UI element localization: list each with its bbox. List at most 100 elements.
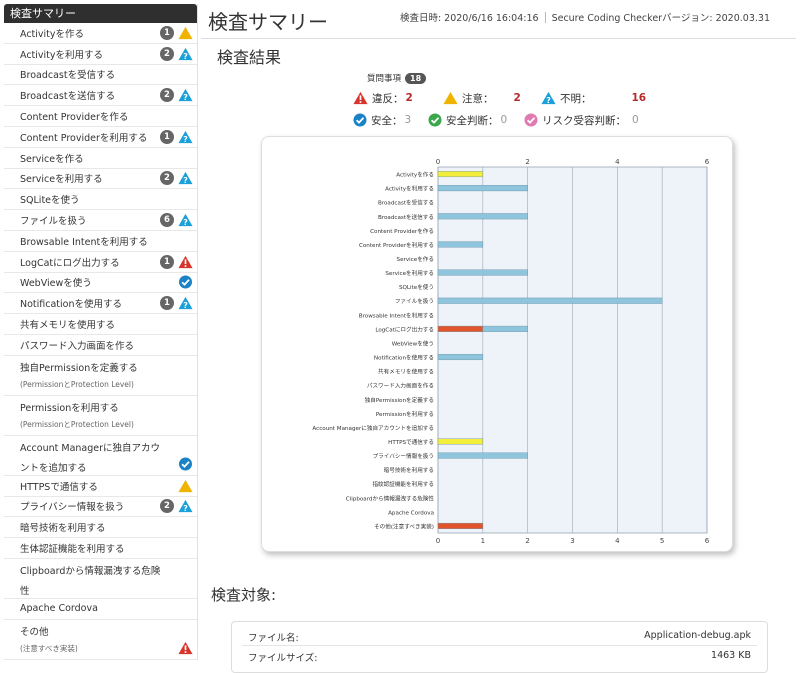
sidebar-item-label: SQLiteを使う bbox=[20, 195, 80, 207]
sidebar-item-label-cont: 性 bbox=[20, 585, 30, 597]
bottom-tick-label: 2 bbox=[525, 537, 529, 545]
category-label: WebViewを使う bbox=[392, 339, 434, 347]
file-name-label: ファイル名: bbox=[248, 633, 299, 644]
sidebar-item-label: Apache Cordova bbox=[20, 603, 98, 615]
sidebar-item-label: 独自Permissionを定義する bbox=[20, 362, 138, 374]
sidebar-item-status: 2 bbox=[160, 88, 193, 103]
sidebar-item[interactable]: 独自Permissionを定義する (PermissionとProtection … bbox=[4, 356, 197, 396]
sidebar-item-status: 2 bbox=[160, 499, 193, 514]
sidebar-item-label: HTTPSで通信する bbox=[20, 481, 98, 493]
sidebar-item[interactable]: Account Managerに独自アカウ ントを追加する bbox=[4, 436, 197, 476]
file-name-value: Application-debug.apk bbox=[644, 630, 751, 641]
header-divider bbox=[201, 38, 796, 39]
bottom-tick-label: 0 bbox=[436, 537, 440, 545]
sidebar-item[interactable]: Broadcastを受信する bbox=[4, 65, 197, 86]
sidebar-item-label: Content Providerを利用する bbox=[20, 132, 148, 144]
target-divider bbox=[242, 645, 757, 646]
count-badge: 6 bbox=[160, 213, 174, 228]
sidebar-item-label: 生体認証機能を利用する bbox=[20, 544, 125, 556]
category-label: Browsable Intentを利用する bbox=[359, 311, 434, 319]
category-label: Clipboardから情報漏洩する危険性 bbox=[346, 494, 435, 502]
sidebar-item-label: 暗号技術を利用する bbox=[20, 523, 106, 535]
sidebar-item-status: 1 bbox=[160, 254, 193, 269]
sidebar-item[interactable]: 共有メモリを使用する bbox=[4, 314, 197, 335]
sidebar-item[interactable]: Broadcastを送信する 2 bbox=[4, 85, 197, 107]
bar-caution bbox=[437, 171, 484, 178]
sidebar-header-summary[interactable]: 検査サマリー bbox=[4, 4, 197, 23]
category-label: パスワード入力画面を作る bbox=[367, 382, 434, 390]
bottom-tick-label: 5 bbox=[660, 537, 664, 545]
sidebar-item-status: 1 bbox=[160, 25, 193, 40]
violation-value: 2 bbox=[405, 92, 413, 104]
sidebar-item[interactable]: Clipboardから情報漏洩する危険性 bbox=[4, 559, 197, 599]
sidebar-item-label: Activityを作る bbox=[20, 28, 85, 40]
sidebar-item[interactable]: Activityを利用する 2 bbox=[4, 44, 197, 65]
results-summary: 質問事項 18 違反： 2 注意： 2 不明： 16 安全： bbox=[353, 72, 683, 128]
main-content: 検査サマリー 検査日時: 2020/6/16 16:04:16 Secure Co… bbox=[201, 4, 796, 673]
safe-count: 安全： 3 bbox=[353, 113, 428, 128]
sidebar-item[interactable]: 生体認証機能を利用する bbox=[4, 538, 197, 559]
unknown-icon bbox=[178, 171, 193, 185]
risk-accepted-icon bbox=[524, 113, 538, 127]
category-label: SQLiteを使う bbox=[399, 283, 434, 291]
sidebar-item-label: Account Managerに独自アカウ bbox=[20, 442, 161, 454]
sidebar-item[interactable]: Activityを作る 1 bbox=[4, 23, 197, 44]
file-size-row: ファイルサイズ: 1463 KB bbox=[248, 650, 751, 664]
safe-icon bbox=[353, 113, 367, 127]
count-badge: 2 bbox=[160, 88, 174, 103]
sidebar-item-status: 6 bbox=[160, 213, 193, 228]
category-label: LogCatにログ出力する bbox=[375, 325, 434, 333]
bar-caution bbox=[437, 438, 484, 445]
sidebar-item[interactable]: プライバシー情報を扱う 2 bbox=[4, 497, 197, 518]
category-label: Broadcastを受信する bbox=[378, 199, 434, 207]
category-label: Content Providerを作る bbox=[370, 227, 434, 235]
sidebar-item-label: Notificationを使用する bbox=[20, 299, 123, 311]
sidebar-item[interactable]: LogCatにログ出力する 1 bbox=[4, 252, 197, 273]
sidebar-item[interactable]: SQLiteを使う bbox=[4, 189, 197, 211]
sidebar-item-label: Activityを利用する bbox=[20, 49, 104, 61]
top-tick-label: 6 bbox=[705, 158, 710, 166]
sidebar-item[interactable]: Serviceを作る bbox=[4, 148, 197, 169]
violation-label: 違反： bbox=[372, 92, 404, 105]
unknown-icon bbox=[178, 499, 193, 513]
bottom-tick-label: 6 bbox=[705, 537, 710, 545]
sidebar-item-status: 2 bbox=[160, 46, 193, 61]
unknown-label: 不明： bbox=[560, 92, 592, 105]
sidebar-item-label: パスワード入力画面を作る bbox=[20, 340, 135, 352]
category-label: 暗号技術を利用する bbox=[384, 466, 434, 474]
sidebar-item[interactable]: Permissionを利用する (PermissionとProtection Le… bbox=[4, 396, 197, 436]
sidebar-item[interactable]: 暗号技術を利用する bbox=[4, 517, 197, 539]
sidebar-item-status bbox=[178, 641, 193, 655]
sidebar-item[interactable]: パスワード入力画面を作る bbox=[4, 335, 197, 356]
top-tick-label: 2 bbox=[525, 158, 529, 166]
count-badge: 2 bbox=[160, 46, 174, 61]
safe-judged-value: 0 bbox=[500, 114, 508, 126]
bar-unknown bbox=[437, 213, 528, 220]
risk-accepted-label: リスク受容判断： bbox=[542, 114, 626, 127]
category-label: Account Managerに独自アカウントを追加する bbox=[312, 424, 434, 432]
sidebar-item-sublabel: (注意すべき実装) bbox=[20, 643, 78, 653]
summary-row-1: 違反： 2 注意： 2 不明： 16 bbox=[353, 90, 683, 106]
bar-unknown bbox=[437, 354, 484, 361]
sidebar-item[interactable]: WebViewを使う bbox=[4, 273, 197, 294]
sidebar-item[interactable]: Notificationを使用する 1 bbox=[4, 293, 197, 315]
checker-version: Secure Coding Checkerバージョン: 2020.03.31 bbox=[551, 13, 770, 24]
sidebar-item[interactable]: Apache Cordova bbox=[4, 599, 197, 620]
sidebar-item-sublabel: (PermissionとProtection Level) bbox=[20, 379, 134, 389]
safe-icon bbox=[178, 275, 193, 289]
sidebar-item-label: Browsable Intentを利用する bbox=[20, 236, 148, 248]
safe-judged-count: 安全判断： 0 bbox=[428, 113, 524, 128]
bottom-tick-label: 1 bbox=[481, 537, 485, 545]
sidebar-item[interactable]: HTTPSで通信する bbox=[4, 476, 197, 497]
sidebar-item[interactable]: Content Providerを作る bbox=[4, 106, 197, 127]
sidebar-item[interactable]: Content Providerを利用する 1 bbox=[4, 127, 197, 148]
sidebar-item[interactable]: ファイルを扱う 6 bbox=[4, 210, 197, 231]
sidebar-item[interactable]: Serviceを利用する 2 bbox=[4, 169, 197, 190]
caution-value: 2 bbox=[513, 92, 521, 104]
count-badge: 1 bbox=[160, 296, 174, 311]
sidebar-item-label: Content Providerを作る bbox=[20, 112, 129, 124]
safe-judged-icon bbox=[428, 113, 442, 127]
sidebar-item[interactable]: その他 (注意すべき実装) bbox=[4, 620, 197, 660]
count-badge: 2 bbox=[160, 499, 174, 514]
sidebar-item[interactable]: Browsable Intentを利用する bbox=[4, 231, 197, 252]
